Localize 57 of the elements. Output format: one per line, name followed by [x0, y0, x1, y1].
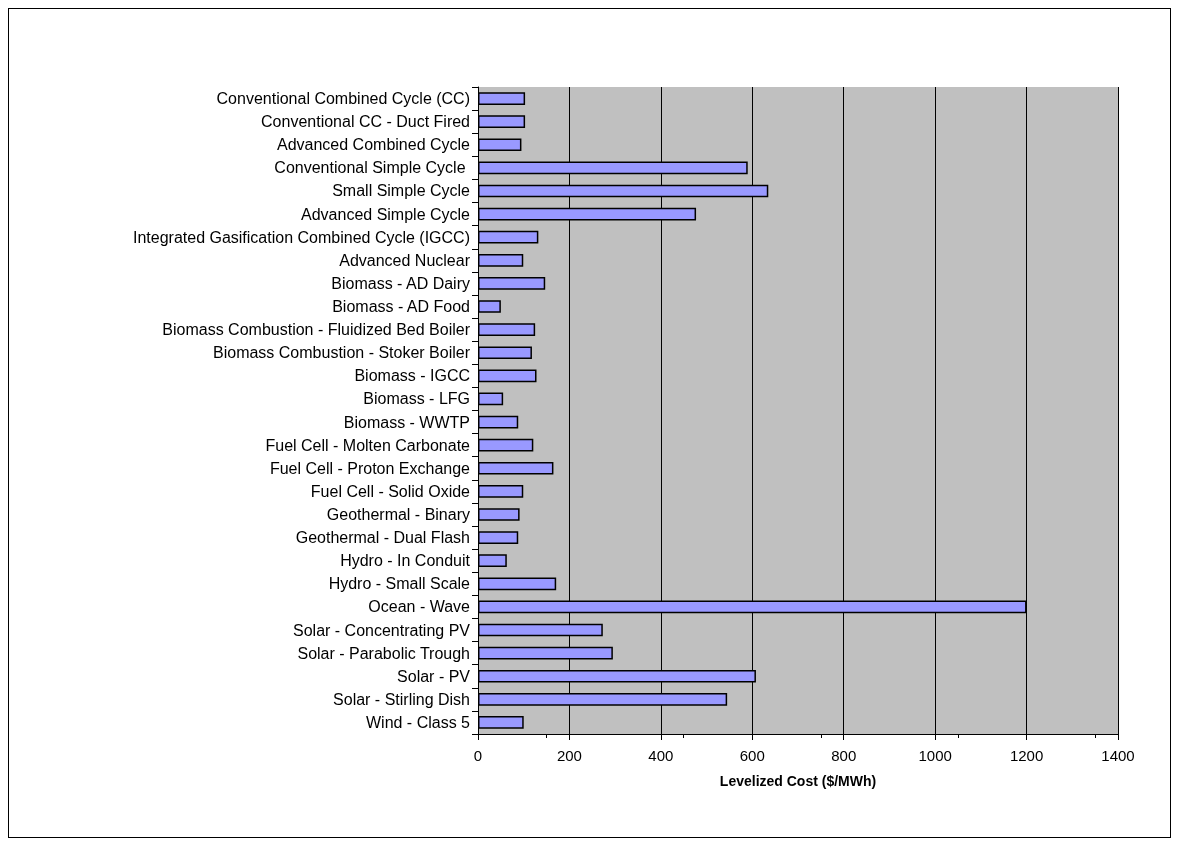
x-tick-label: 1400	[1101, 747, 1135, 764]
x-tick-label: 0	[473, 747, 483, 764]
bar	[478, 253, 524, 267]
bar	[478, 485, 524, 498]
y-tick-label: Conventional CC - Duct Fired	[261, 113, 470, 131]
y-tick-label: Biomass Combustion - Stoker Boiler	[213, 344, 471, 362]
y-tick-label: Solar - Parabolic Trough	[297, 644, 470, 662]
x-tick-label: 1200	[1009, 747, 1044, 764]
y-tick-label: Advanced Simple Cycle	[301, 205, 471, 223]
x-tick-label: 200	[556, 747, 582, 764]
y-tick-label: Hydro - Small Scale	[328, 575, 471, 593]
bar	[478, 508, 520, 521]
y-tick-label: Small Simple Cycle	[332, 182, 471, 200]
bar	[478, 369, 537, 383]
bar	[478, 577, 557, 591]
y-tick-label: Conventional Simple Cycle	[274, 159, 470, 177]
bar	[478, 554, 507, 568]
y-tick-label: Conventional Combined Cycle (CC)	[216, 90, 470, 108]
bar	[478, 531, 519, 544]
bar	[478, 461, 554, 475]
y-tick-label: Wind - Class 5	[365, 713, 471, 731]
x-tick-label: 1000	[918, 747, 952, 764]
bar	[478, 115, 526, 129]
y-tick-label: Solar - Stirling Dish	[333, 690, 470, 708]
bar	[478, 138, 522, 152]
bar	[478, 438, 534, 452]
y-tick-label: Advanced Nuclear	[339, 251, 471, 269]
y-tick-label: Fuel Cell - Molten Carbonate	[265, 436, 471, 454]
bar	[478, 300, 501, 313]
y-tick-label: Biomass - AD Food	[332, 298, 470, 316]
bar	[478, 230, 539, 244]
bar	[478, 346, 532, 360]
y-tick-label: Hydro - In Conduit	[340, 552, 471, 570]
y-tick-label: Geothermal - Dual Flash	[295, 529, 470, 547]
x-tick-label: 800	[831, 747, 857, 764]
y-tick-label: Biomass - LFG	[363, 390, 470, 408]
y-tick-label: Solar - PV	[397, 667, 471, 685]
y-tick-label: Fuel Cell - Solid Oxide	[310, 482, 471, 500]
y-tick-label: Geothermal - Binary	[326, 505, 470, 523]
bar	[478, 415, 519, 429]
y-tick-label: Biomass - WWTP	[343, 413, 470, 431]
y-tick-label: Biomass Combustion - Fluidized Bed Boiler	[162, 321, 471, 339]
y-tick-label: Biomass - IGCC	[354, 367, 470, 385]
y-tick-label: Ocean - Wave	[368, 598, 471, 616]
y-tick-label: Integrated Gasification Combined Cycle (IGCC)	[132, 228, 470, 246]
y-tick-label: Fuel Cell - Proton Exchange	[269, 459, 471, 477]
bar	[478, 392, 504, 406]
x-tick-label: 600	[739, 747, 765, 764]
bar	[478, 323, 536, 336]
y-tick-label: Advanced Combined Cycle	[277, 136, 471, 154]
x-tick-label: 400	[648, 747, 674, 764]
y-tick-label: Biomass - AD Dairy	[331, 274, 470, 292]
bar	[478, 92, 526, 105]
y-tick-label: Solar - Concentrating PV	[293, 621, 471, 639]
bar	[478, 277, 546, 290]
bar	[478, 716, 524, 729]
x-axis-title: Levelized Cost ($/MWh)	[719, 773, 877, 789]
